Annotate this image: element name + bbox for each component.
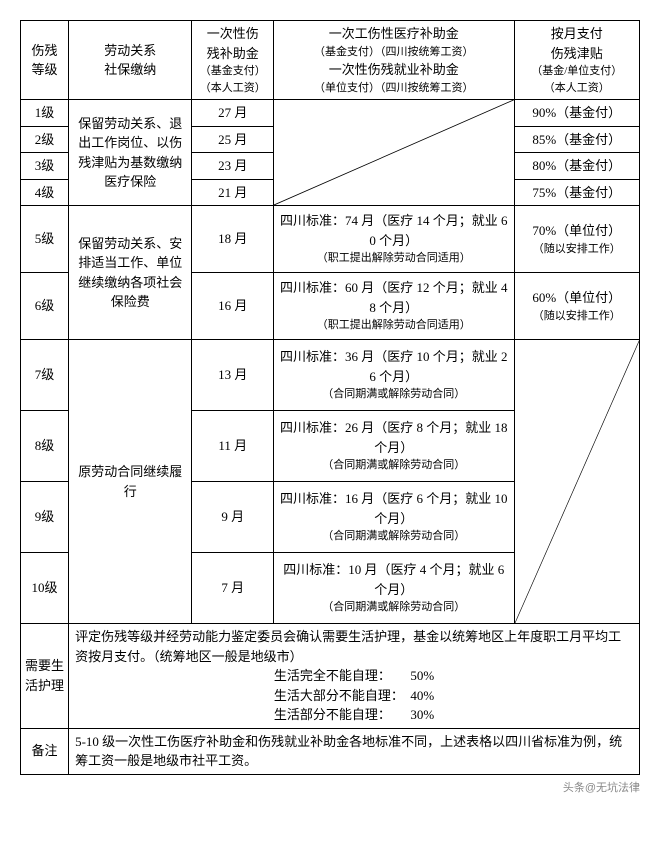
cell-remark-text: 5-10 级一次性工伤医疗补助金和伤残就业补助金各地标准不同，上述表格以四川省标…	[69, 728, 640, 774]
cell-months: 16 月	[192, 273, 274, 340]
cell-remark-label: 备注	[21, 728, 69, 774]
cell-level: 2级	[21, 126, 69, 153]
header-medical-employment: 一次工伤性医疗补助金 （基金支付）（四川按统筹工资） 一次性伤残就业补助金 （单…	[274, 21, 514, 100]
row-care: 需要生活护理 评定伤残等级并经劳动能力鉴定委员会确认需要生活护理，基金以统筹地区…	[21, 624, 640, 729]
header-relation: 劳动关系 社保缴纳	[69, 21, 192, 100]
cell-standard: 四川标准：74 月（医疗 14 个月；就业 60 个月） （职工提出解除劳动合同…	[274, 206, 514, 273]
cell-standard: 四川标准：10 月（医疗 4 个月；就业 6 个月） （合同期满或解除劳动合同）	[274, 553, 514, 624]
header-lumpsum: 一次性伤 残补助金 （基金支付） （本人工资）	[192, 21, 274, 100]
cell-relation-56: 保留劳动关系、安排适当工作、单位继续缴纳各项社会保险费	[69, 206, 192, 340]
cell-percent: 70%（单位付） （随以安排工作）	[514, 206, 640, 273]
cell-percent: 60%（单位付） （随以安排工作）	[514, 273, 640, 340]
header-row: 伤残 等级 劳动关系 社保缴纳 一次性伤 残补助金 （基金支付） （本人工资） …	[21, 21, 640, 100]
cell-relation-710: 原劳动合同继续履行	[69, 340, 192, 624]
cell-months: 27 月	[192, 100, 274, 127]
cell-level: 9级	[21, 482, 69, 553]
cell-months: 21 月	[192, 179, 274, 206]
cell-level: 8级	[21, 411, 69, 482]
cell-months: 23 月	[192, 153, 274, 180]
cell-standard: 四川标准：16 月（医疗 6 个月；就业 10 个月） （合同期满或解除劳动合同…	[274, 482, 514, 553]
source-credit: 头条@无坑法律	[20, 779, 640, 795]
cell-months: 11 月	[192, 411, 274, 482]
cell-standard: 四川标准：26 月（医疗 8 个月；就业 18 个月） （合同期满或解除劳动合同…	[274, 411, 514, 482]
row-level-1: 1级 保留劳动关系、退出工作岗位、以伤残津贴为基数缴纳医疗保险 27 月 90%…	[21, 100, 640, 127]
cell-level: 3级	[21, 153, 69, 180]
cell-care-label: 需要生活护理	[21, 624, 69, 729]
cell-diagonal-710	[514, 340, 640, 624]
cell-level: 10级	[21, 553, 69, 624]
cell-months: 7 月	[192, 553, 274, 624]
cell-care-content: 评定伤残等级并经劳动能力鉴定委员会确认需要生活护理，基金以统筹地区上年度职工月平…	[69, 624, 640, 729]
cell-level: 7级	[21, 340, 69, 411]
cell-months: 13 月	[192, 340, 274, 411]
cell-standard: 四川标准：60 月（医疗 12 个月；就业 48 个月） （职工提出解除劳动合同…	[274, 273, 514, 340]
cell-months: 18 月	[192, 206, 274, 273]
row-level-5: 5级 保留劳动关系、安排适当工作、单位继续缴纳各项社会保险费 18 月 四川标准…	[21, 206, 640, 273]
cell-level: 1级	[21, 100, 69, 127]
cell-percent: 80%（基金付）	[514, 153, 640, 180]
row-remark: 备注 5-10 级一次性工伤医疗补助金和伤残就业补助金各地标准不同，上述表格以四…	[21, 728, 640, 774]
cell-level: 6级	[21, 273, 69, 340]
cell-diagonal-14	[274, 100, 514, 206]
cell-percent: 90%（基金付）	[514, 100, 640, 127]
cell-months: 9 月	[192, 482, 274, 553]
cell-relation-14: 保留劳动关系、退出工作岗位、以伤残津贴为基数缴纳医疗保险	[69, 100, 192, 206]
header-level: 伤残 等级	[21, 21, 69, 100]
disability-benefits-table: 伤残 等级 劳动关系 社保缴纳 一次性伤 残补助金 （基金支付） （本人工资） …	[20, 20, 640, 775]
cell-standard: 四川标准：36 月（医疗 10 个月；就业 26 个月） （合同期满或解除劳动合…	[274, 340, 514, 411]
header-monthly: 按月支付 伤残津贴 （基金/单位支付） （本人工资）	[514, 21, 640, 100]
row-level-7: 7级 原劳动合同继续履行 13 月 四川标准：36 月（医疗 10 个月；就业 …	[21, 340, 640, 411]
cell-percent: 75%（基金付）	[514, 179, 640, 206]
cell-level: 4级	[21, 179, 69, 206]
cell-level: 5级	[21, 206, 69, 273]
cell-percent: 85%（基金付）	[514, 126, 640, 153]
cell-months: 25 月	[192, 126, 274, 153]
